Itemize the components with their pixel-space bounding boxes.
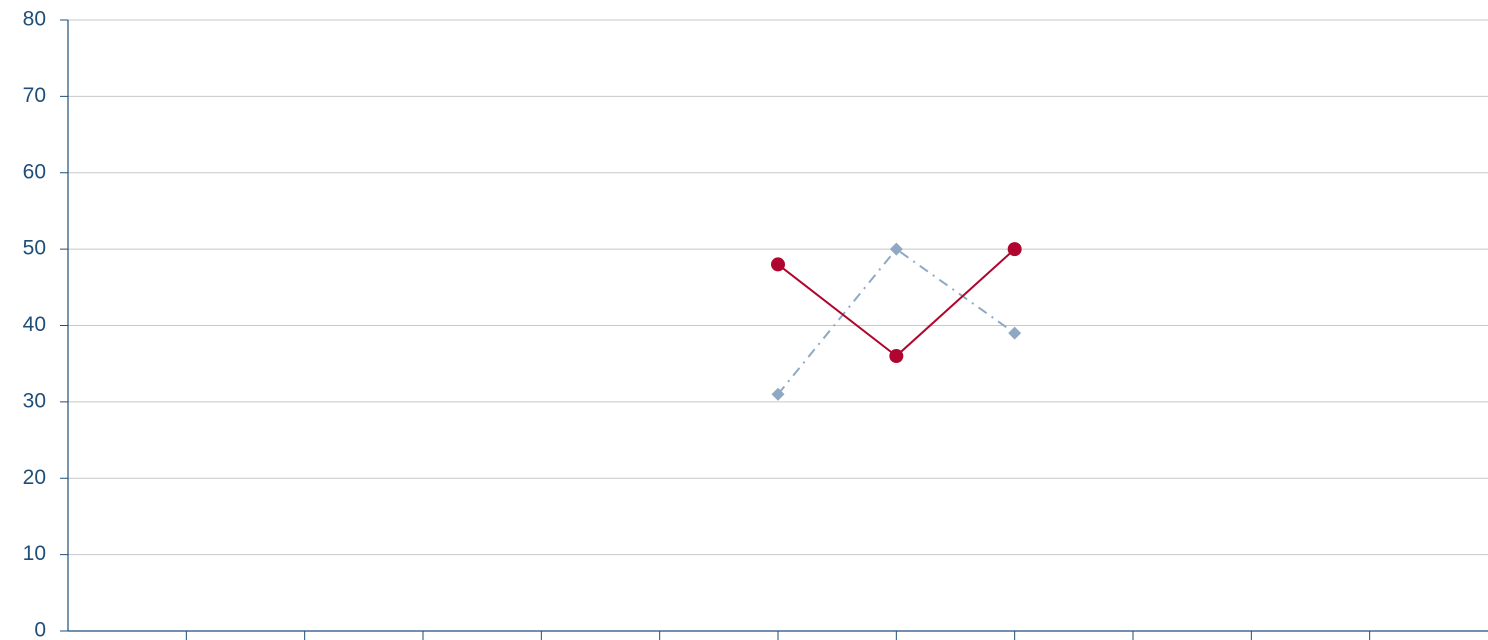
y-tick-label: 70 xyxy=(23,84,46,107)
grid-lines xyxy=(68,19,1488,556)
series-2-point xyxy=(889,349,904,364)
series-1-point xyxy=(1008,326,1022,340)
y-tick-label: 30 xyxy=(23,389,46,412)
y-tick-label: 0 xyxy=(34,619,46,640)
series-layer xyxy=(771,242,1022,401)
y-tick-label: 60 xyxy=(23,160,46,183)
series-2-point xyxy=(1007,242,1022,257)
y-tick-label: 80 xyxy=(23,8,46,31)
y-tick-label: 20 xyxy=(23,466,46,489)
y-tick-label: 10 xyxy=(23,542,46,565)
series-1-line xyxy=(777,247,1016,395)
axes xyxy=(60,19,1488,640)
series-2-point xyxy=(771,257,785,272)
y-tick-label: 40 xyxy=(23,313,46,336)
y-tick-label: 50 xyxy=(23,237,46,260)
series-2-line xyxy=(777,248,1016,358)
series-1-point xyxy=(889,242,903,256)
series-1-point xyxy=(771,387,785,401)
y-tick-labels: 0 10 20 30 40 50 60 70 80 xyxy=(23,8,46,640)
